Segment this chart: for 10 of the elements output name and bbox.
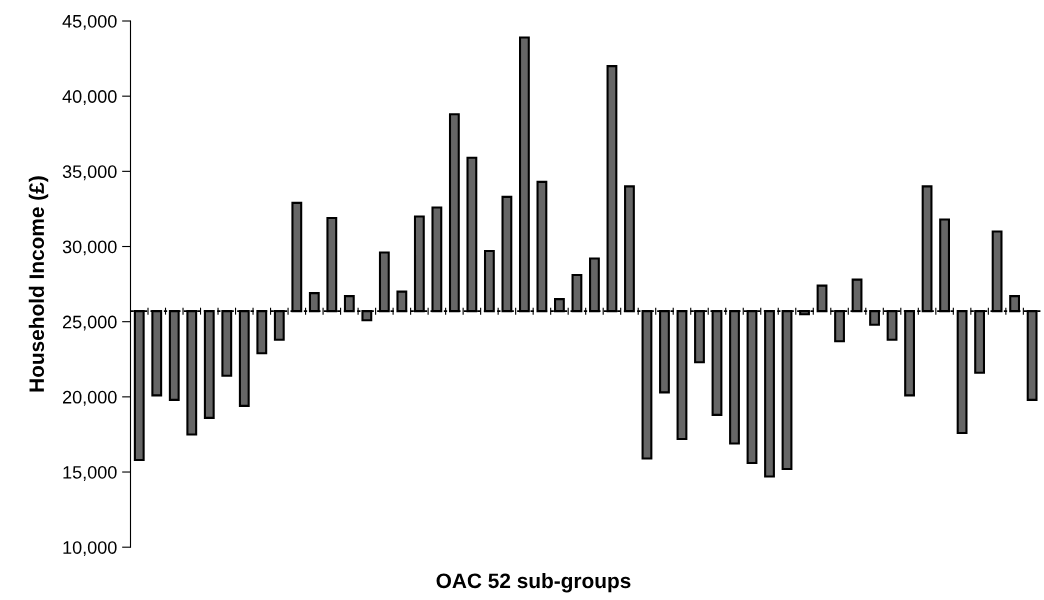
y-tick-label: 15,000 [63,465,117,481]
y-tick-label: 40,000 [62,90,117,106]
y-tick-label: 45,000 [62,14,117,30]
y-axis-title: Household Income (£) [28,176,49,392]
y-tick-label: 25,000 [63,315,117,331]
y-tick-label: 20,000 [63,390,117,406]
x-axis-title: OAC 52 sub-groups [436,572,631,593]
y-tick-label: 35,000 [62,165,117,181]
y-tick-label: 30,000 [62,240,117,256]
y-tick-label: 10,000 [63,541,117,557]
